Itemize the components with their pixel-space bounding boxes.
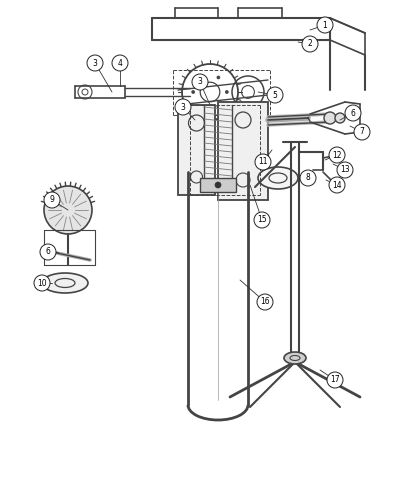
Circle shape [254,212,270,228]
Circle shape [217,105,220,108]
Circle shape [257,294,273,310]
Text: 9: 9 [50,195,54,204]
Ellipse shape [284,352,306,364]
Circle shape [44,186,92,234]
Circle shape [192,91,195,94]
Circle shape [175,99,191,115]
Text: 10: 10 [37,278,47,288]
Circle shape [302,36,318,52]
Text: 4: 4 [117,59,123,68]
Circle shape [217,76,220,79]
Polygon shape [218,102,268,200]
Circle shape [200,105,203,108]
Ellipse shape [42,273,88,293]
Circle shape [317,17,333,33]
Text: 8: 8 [306,173,310,182]
Text: 17: 17 [330,375,340,384]
Text: 3: 3 [180,103,186,111]
Circle shape [255,154,271,170]
Bar [200,178,236,192]
Circle shape [329,147,345,163]
Text: 5: 5 [273,91,277,99]
Text: 3: 3 [197,77,203,86]
Text: 14: 14 [332,180,342,190]
Text: 6: 6 [46,248,50,256]
Circle shape [34,275,50,291]
Text: 3: 3 [93,59,97,68]
Ellipse shape [258,167,298,189]
Circle shape [324,112,336,124]
Circle shape [345,105,361,121]
Circle shape [327,372,343,388]
Circle shape [300,170,316,186]
Circle shape [267,87,283,103]
Circle shape [215,182,221,188]
Text: 12: 12 [332,151,342,159]
Circle shape [200,76,203,79]
Circle shape [44,192,60,208]
Circle shape [335,113,345,123]
Text: 7: 7 [360,128,364,136]
Text: 6: 6 [351,108,355,118]
Text: 2: 2 [308,39,312,48]
Text: 13: 13 [340,166,350,175]
Circle shape [87,55,103,71]
Polygon shape [178,105,215,195]
Text: 15: 15 [257,216,267,225]
Text: 1: 1 [323,21,327,29]
Circle shape [40,244,56,260]
Text: 11: 11 [258,157,268,167]
Circle shape [354,124,370,140]
Circle shape [337,162,353,178]
Circle shape [192,74,208,90]
Circle shape [225,91,228,94]
Text: 16: 16 [260,298,270,307]
Circle shape [329,177,345,193]
Circle shape [112,55,128,71]
